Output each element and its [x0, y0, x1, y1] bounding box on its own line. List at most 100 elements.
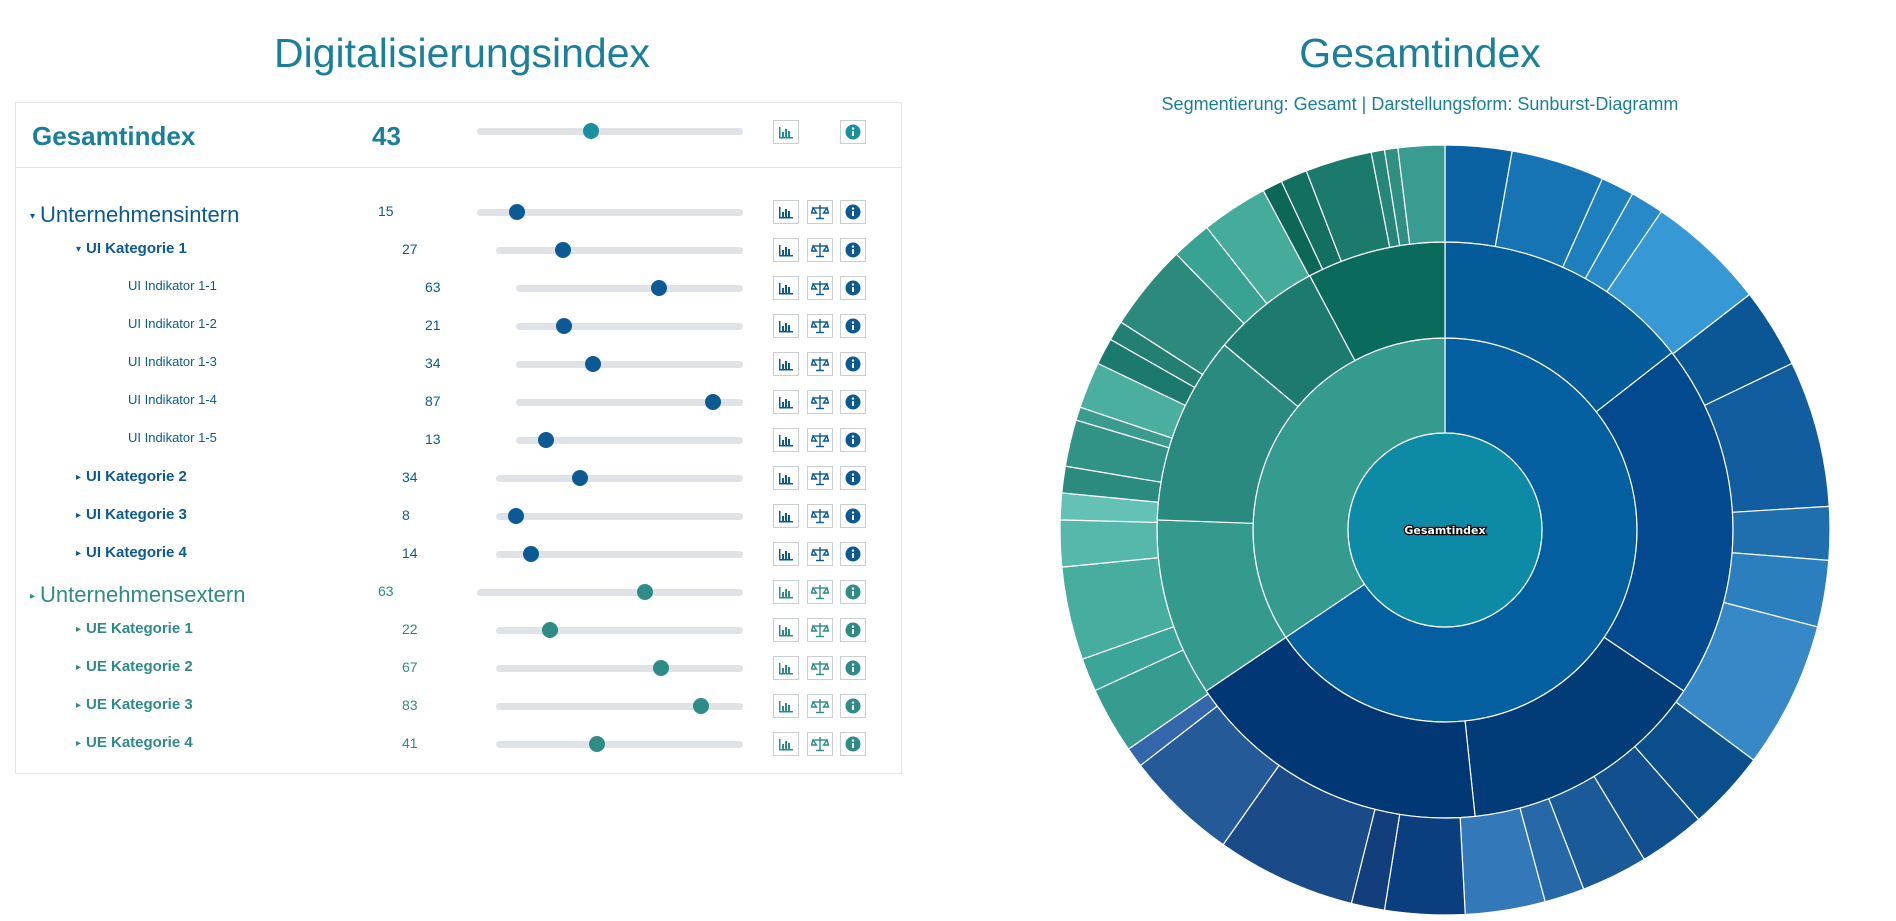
row-chart-button[interactable]	[773, 618, 799, 642]
row-weights-button[interactable]	[807, 390, 833, 414]
row-label[interactable]: ▸ UI Kategorie 3	[76, 506, 187, 523]
row-chart-button[interactable]	[773, 542, 799, 566]
row-weights-button[interactable]	[807, 276, 833, 300]
row-weights-button[interactable]	[807, 580, 833, 604]
row-slider-handle[interactable]	[555, 318, 572, 334]
row-label[interactable]: ▸ UE Kategorie 1	[76, 620, 193, 637]
row-slider-handle[interactable]	[571, 470, 588, 486]
row-slider-handle[interactable]	[508, 204, 525, 220]
row-weights-button[interactable]	[807, 238, 833, 262]
row-label[interactable]: UI Indikator 1-1	[128, 278, 217, 293]
row-label[interactable]: ▸ UI Kategorie 2	[76, 468, 187, 485]
row-info-button[interactable]	[840, 428, 866, 452]
row-slider-handle[interactable]	[653, 660, 670, 676]
row-chart-button[interactable]	[773, 694, 799, 718]
caret-right-icon[interactable]: ▸	[76, 471, 82, 483]
caret-right-icon[interactable]: ▸	[76, 737, 82, 749]
sunburst-center[interactable]	[1347, 432, 1543, 628]
row-chart-button[interactable]	[773, 276, 799, 300]
row-slider-handle[interactable]	[542, 622, 559, 638]
row-label[interactable]: ▸ UE Kategorie 2	[76, 658, 193, 675]
caret-right-icon[interactable]: ▸	[30, 590, 36, 602]
row-slider-track[interactable]	[516, 323, 743, 330]
row-slider-track[interactable]	[496, 703, 743, 710]
row-slider-track[interactable]	[496, 513, 743, 520]
row-slider-track[interactable]	[496, 551, 743, 558]
gesamtindex-slider-handle[interactable]	[583, 123, 600, 139]
row-chart-button[interactable]	[773, 238, 799, 262]
row-chart-button[interactable]	[773, 200, 799, 224]
row-weights-button[interactable]	[807, 694, 833, 718]
row-slider-track[interactable]	[516, 285, 743, 292]
row-info-button[interactable]	[840, 694, 866, 718]
row-chart-button[interactable]	[773, 732, 799, 756]
row-slider-handle[interactable]	[705, 394, 722, 410]
sunburst-segment-ring3-40[interactable]	[1397, 144, 1446, 245]
row-slider-handle[interactable]	[693, 698, 709, 714]
sunburst-chart[interactable]: Gesamtindex	[1055, 140, 1835, 920]
caret-right-icon[interactable]: ▸	[76, 661, 82, 673]
row-slider-handle[interactable]	[554, 242, 571, 258]
row-label[interactable]: UI Indikator 1-3	[128, 354, 217, 369]
row-weights-button[interactable]	[807, 352, 833, 376]
row-label[interactable]: ▸ UI Kategorie 4	[76, 544, 187, 561]
row-info-button[interactable]	[840, 276, 866, 300]
row-weights-button[interactable]	[807, 542, 833, 566]
row-weights-button[interactable]	[807, 428, 833, 452]
row-label[interactable]: ▸ UE Kategorie 3	[76, 696, 193, 713]
row-weights-button[interactable]	[807, 656, 833, 680]
caret-right-icon[interactable]: ▸	[76, 699, 82, 711]
row-label[interactable]: UI Indikator 1-4	[128, 392, 217, 407]
row-slider-track[interactable]	[516, 399, 743, 406]
row-slider-track[interactable]	[496, 741, 743, 748]
row-slider-handle[interactable]	[651, 280, 667, 296]
row-info-button[interactable]	[840, 352, 866, 376]
row-slider-track[interactable]	[516, 361, 743, 368]
caret-right-icon[interactable]: ▸	[76, 509, 82, 521]
row-label[interactable]: ▾ UI Kategorie 1	[76, 240, 187, 257]
row-slider-handle[interactable]	[585, 356, 602, 372]
row-slider-handle[interactable]	[507, 508, 524, 524]
row-weights-button[interactable]	[807, 618, 833, 642]
row-chart-button[interactable]	[773, 390, 799, 414]
row-info-button[interactable]	[840, 656, 866, 680]
row-weights-button[interactable]	[807, 314, 833, 338]
row-weights-button[interactable]	[807, 732, 833, 756]
row-slider-handle[interactable]	[636, 584, 653, 600]
row-info-button[interactable]	[840, 238, 866, 262]
caret-right-icon[interactable]: ▸	[76, 623, 82, 635]
row-label[interactable]: UI Indikator 1-2	[128, 316, 217, 331]
sunburst-segment-ring3-8[interactable]	[1731, 505, 1831, 562]
row-chart-button[interactable]	[773, 466, 799, 490]
row-chart-button[interactable]	[773, 580, 799, 604]
row-info-button[interactable]	[840, 314, 866, 338]
caret-down-icon[interactable]: ▾	[30, 210, 36, 222]
row-info-button[interactable]	[840, 390, 866, 414]
row-slider-track[interactable]	[477, 209, 743, 216]
row-weights-button[interactable]	[807, 466, 833, 490]
gesamtindex-chart-button[interactable]	[773, 120, 799, 144]
row-label[interactable]: ▾ Unternehmensintern	[30, 202, 239, 228]
row-label[interactable]: ▸ Unternehmensextern	[30, 582, 245, 608]
gesamtindex-slider-track[interactable]	[477, 128, 743, 135]
row-info-button[interactable]	[840, 618, 866, 642]
row-slider-track[interactable]	[496, 665, 743, 672]
row-info-button[interactable]	[840, 542, 866, 566]
row-slider-track[interactable]	[477, 589, 743, 596]
row-chart-button[interactable]	[773, 352, 799, 376]
row-slider-track[interactable]	[496, 475, 743, 482]
row-weights-button[interactable]	[807, 200, 833, 224]
row-slider-track[interactable]	[516, 437, 743, 444]
row-weights-button[interactable]	[807, 504, 833, 528]
row-chart-button[interactable]	[773, 428, 799, 452]
row-label[interactable]: ▸ UE Kategorie 4	[76, 734, 193, 751]
row-slider-track[interactable]	[496, 627, 743, 634]
row-slider-handle[interactable]	[522, 546, 539, 562]
row-slider-track[interactable]	[496, 247, 743, 254]
row-info-button[interactable]	[840, 200, 866, 224]
row-slider-handle[interactable]	[537, 432, 554, 448]
row-info-button[interactable]	[840, 504, 866, 528]
row-label[interactable]: UI Indikator 1-5	[128, 430, 217, 445]
row-info-button[interactable]	[840, 580, 866, 604]
gesamtindex-info-button[interactable]	[840, 120, 866, 144]
